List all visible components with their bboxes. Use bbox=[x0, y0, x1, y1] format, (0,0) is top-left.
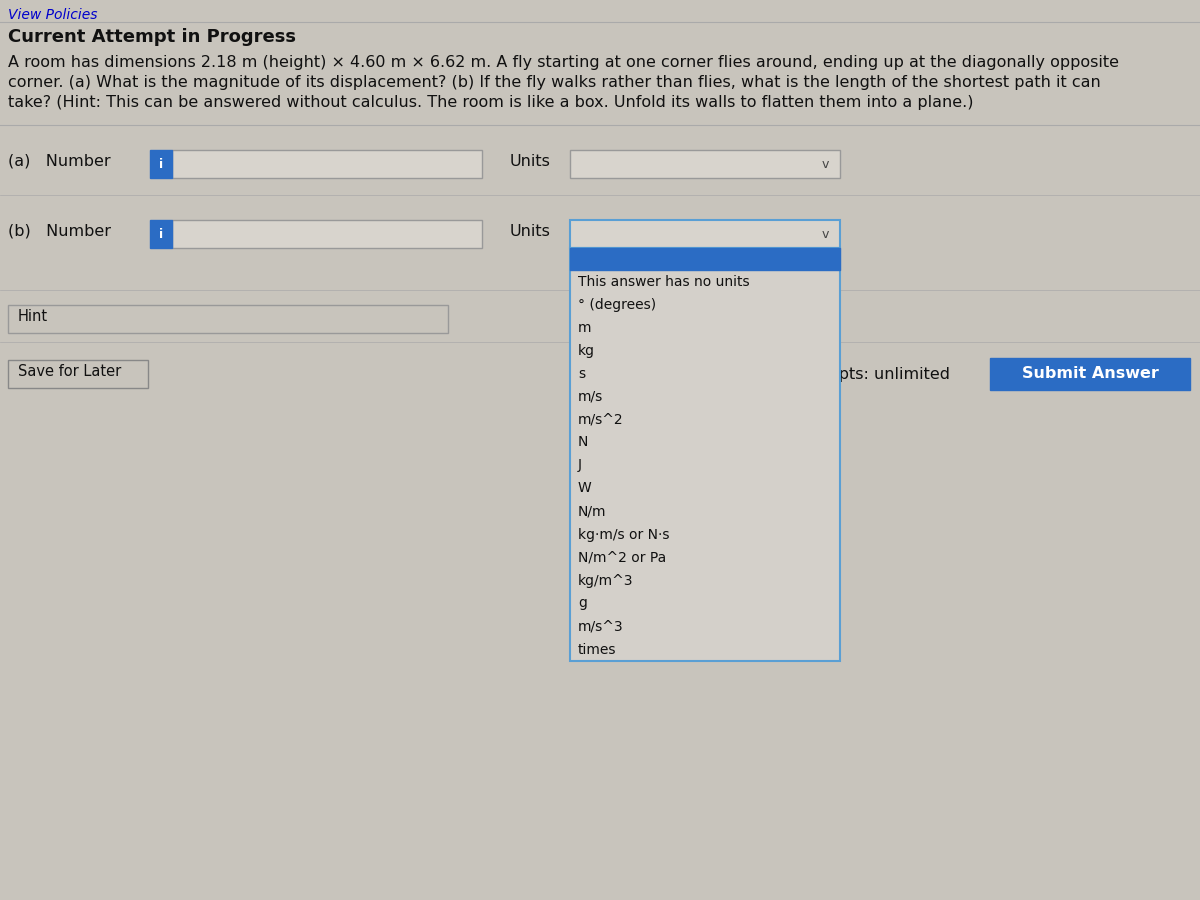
Text: W: W bbox=[578, 482, 592, 496]
Text: i: i bbox=[158, 228, 163, 240]
Text: Save for Later: Save for Later bbox=[18, 364, 121, 379]
Text: (b)   Number: (b) Number bbox=[8, 224, 112, 239]
Bar bbox=[8, 305, 448, 333]
Text: Submit Answer: Submit Answer bbox=[1021, 366, 1158, 382]
Text: (a)   Number: (a) Number bbox=[8, 154, 110, 169]
Text: m/s^2: m/s^2 bbox=[578, 412, 624, 427]
Text: J: J bbox=[578, 458, 582, 473]
Text: N/m^2 or Pa: N/m^2 or Pa bbox=[578, 551, 666, 564]
Text: g: g bbox=[578, 597, 587, 610]
Text: kg·m/s or N·s: kg·m/s or N·s bbox=[578, 527, 670, 542]
Text: times: times bbox=[578, 643, 617, 656]
Text: Units: Units bbox=[510, 224, 551, 239]
Bar bbox=[570, 248, 840, 270]
Text: take? (Hint: This can be answered without calculus. The room is like a box. Unfo: take? (Hint: This can be answered withou… bbox=[8, 95, 973, 110]
Bar bbox=[8, 360, 148, 388]
Bar bbox=[150, 150, 172, 178]
Text: This answer has no units: This answer has no units bbox=[578, 274, 750, 289]
Text: s: s bbox=[578, 366, 586, 381]
Text: v: v bbox=[821, 158, 829, 170]
Text: View Policies: View Policies bbox=[8, 8, 97, 22]
Text: N/m: N/m bbox=[578, 505, 606, 518]
Text: Current Attempt in Progress: Current Attempt in Progress bbox=[8, 28, 296, 46]
Bar bbox=[570, 248, 840, 661]
Bar bbox=[172, 150, 482, 178]
Text: ° (degrees): ° (degrees) bbox=[578, 298, 656, 311]
Text: A room has dimensions 2.18 m (height) × 4.60 m × 6.62 m. A fly starting at one c: A room has dimensions 2.18 m (height) × … bbox=[8, 55, 1120, 70]
Text: kg: kg bbox=[578, 344, 595, 357]
Text: i: i bbox=[158, 158, 163, 170]
Text: Hint: Hint bbox=[18, 309, 48, 324]
Text: kg/m^3: kg/m^3 bbox=[578, 573, 634, 588]
Text: N: N bbox=[578, 436, 588, 449]
Bar bbox=[150, 220, 172, 248]
Bar bbox=[570, 220, 840, 248]
Text: Attempts: unlimited: Attempts: unlimited bbox=[790, 366, 950, 382]
Bar bbox=[990, 358, 1190, 390]
Text: corner. (a) What is the magnitude of its displacement? (b) If the fly walks rath: corner. (a) What is the magnitude of its… bbox=[8, 75, 1100, 90]
Text: Units: Units bbox=[510, 154, 551, 169]
Text: m/s: m/s bbox=[578, 390, 604, 403]
Bar bbox=[172, 220, 482, 248]
Text: m/s^3: m/s^3 bbox=[578, 619, 624, 634]
Bar bbox=[570, 150, 840, 178]
Text: m: m bbox=[578, 320, 592, 335]
Text: v: v bbox=[821, 228, 829, 240]
